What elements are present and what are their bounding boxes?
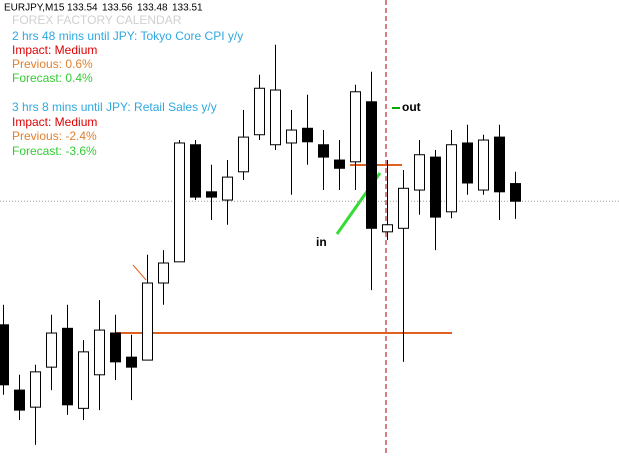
candle-body <box>462 142 473 184</box>
event-impact: Impact: Medium <box>12 43 97 57</box>
candle-body <box>222 176 233 201</box>
symbol: EURJPY,M15 <box>4 3 65 14</box>
candle-body <box>30 371 41 408</box>
candle-body <box>382 224 393 233</box>
candle-body <box>206 191 217 198</box>
candle-body <box>94 329 105 376</box>
candle-body <box>270 89 281 146</box>
ohlc-open: 133.54 <box>67 3 98 14</box>
event-forecast: Forecast: -3.6% <box>12 144 97 158</box>
marker-line <box>132 264 147 281</box>
candle-body <box>366 101 377 229</box>
event-previous: Previous: -2.4% <box>12 129 97 143</box>
event-previous: Previous: 0.6% <box>12 57 93 71</box>
candle-body <box>62 327 73 406</box>
candle-body <box>0 324 9 386</box>
candle-body <box>190 144 201 198</box>
candle-body <box>334 159 345 169</box>
candle-body <box>302 127 313 143</box>
candle-body <box>398 187 409 229</box>
candle-body <box>174 142 185 263</box>
candle-body <box>430 156 441 218</box>
calendar-title: FOREX FACTORY CALENDAR <box>12 13 182 27</box>
candle-body <box>238 136 249 173</box>
candle-body <box>14 389 25 411</box>
candle-body <box>46 332 57 368</box>
candle-body <box>110 332 121 363</box>
event-countdown: 2 hrs 48 mins until JPY: Tokyo Core CPI … <box>12 29 243 43</box>
candle-body <box>510 183 521 202</box>
annotation: out <box>402 100 421 114</box>
candle-body <box>494 136 505 193</box>
event-countdown: 3 hrs 8 mins until JPY: Retail Sales y/y <box>12 100 217 114</box>
candle-body <box>142 282 153 361</box>
annotation: in <box>316 235 327 249</box>
candle-body <box>78 351 89 409</box>
candle-body <box>318 144 329 158</box>
candle-body <box>414 154 425 191</box>
event-forecast: Forecast: 0.4% <box>12 71 93 85</box>
event-impact: Impact: Medium <box>12 115 97 129</box>
candle-body <box>254 87 265 136</box>
ohlc-high: 133.56 <box>102 3 133 14</box>
candle-body <box>350 91 361 163</box>
candle-body <box>158 262 169 284</box>
ohlc-close: 133.51 <box>172 3 203 14</box>
ohlc-low: 133.48 <box>137 3 168 14</box>
candle-body <box>478 139 489 191</box>
candle-body <box>126 356 137 368</box>
candle-body <box>446 144 457 213</box>
candle-body <box>286 129 297 144</box>
